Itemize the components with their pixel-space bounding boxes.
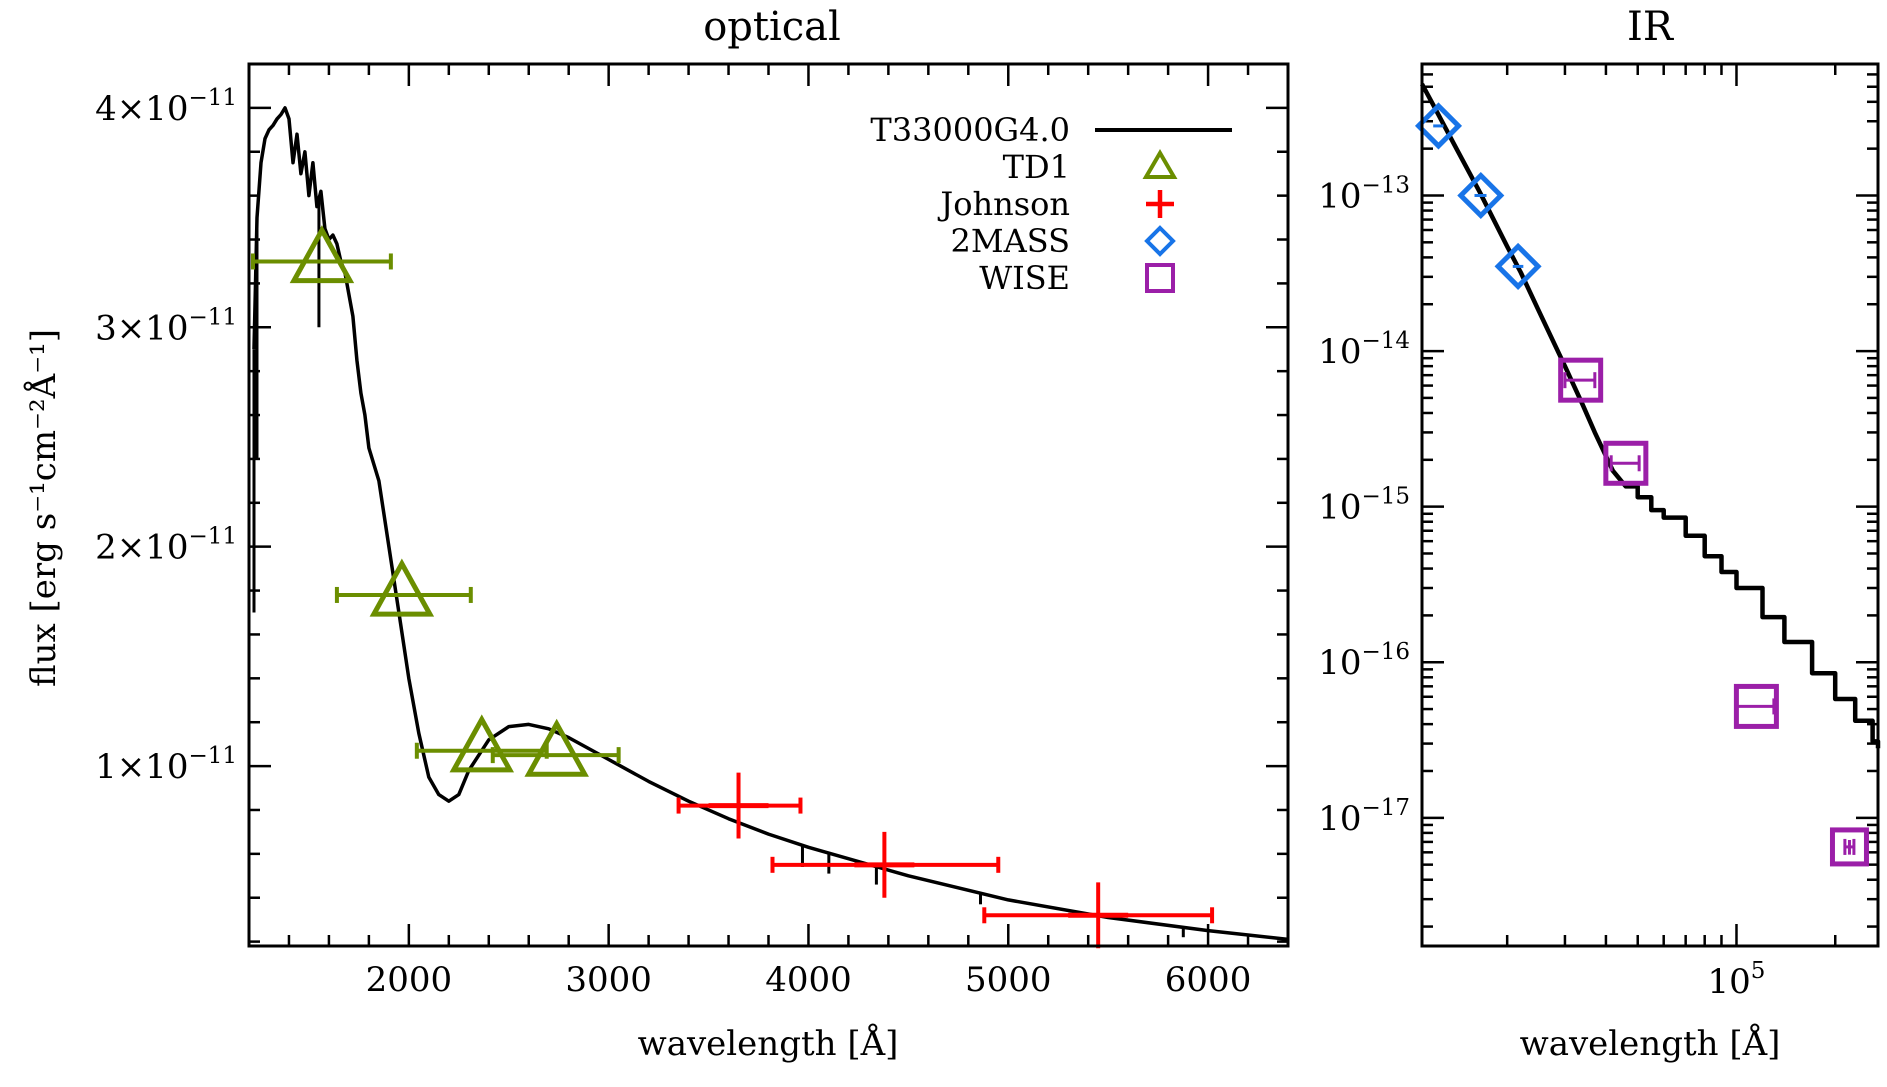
ir-y-tick-label-exponent: −13 (1361, 172, 1410, 198)
optical-panel: optical wavelength [Å] flux [erg s⁻¹cm⁻²… (23, 4, 1290, 1064)
ir-data-points (1414, 102, 1869, 867)
legend-triangle-swatch (1142, 149, 1178, 179)
legend-label: T33000G4.0 (870, 111, 1070, 149)
legend-diamond-swatch (1144, 225, 1176, 257)
td1-point (524, 718, 589, 777)
ir-title: IR (1627, 4, 1675, 50)
ir-y-tick-label: 10−15 (1318, 484, 1410, 528)
ir-y-tick-label-exponent: −17 (1361, 795, 1410, 821)
ir-model-spectrum-line (1420, 83, 1881, 749)
optical-x-tick-label: 6000 (1165, 960, 1252, 1000)
optical-y-tick-label-exponent: −11 (188, 85, 237, 111)
ir-y-tick-label: 10−14 (1318, 328, 1410, 372)
optical-y-axis-label: flux [erg s⁻¹cm⁻²Å⁻¹] (23, 329, 64, 687)
optical-y-tick-label-exponent: −11 (188, 743, 237, 769)
ir-plot-frame (1420, 62, 1880, 948)
optical-x-axis-label: wavelength [Å] (638, 1023, 899, 1064)
legend-label: WISE (979, 259, 1070, 297)
optical-y-tick-label: 1×10−11 (95, 743, 237, 787)
twomass-point (1457, 171, 1505, 220)
legend-label: 2MASS (950, 222, 1070, 260)
ir-y-tick-label-mantissa: 10 (1318, 488, 1361, 528)
ir-y-tick-label-exponent: −15 (1361, 484, 1410, 510)
td1-point (449, 714, 515, 773)
optical-y-tick-label-mantissa: 4×10 (95, 89, 188, 129)
ir-y-tick-label: 10−16 (1318, 639, 1410, 683)
optical-y-tick-label-exponent: −11 (188, 304, 237, 330)
legend-label: Johnson (937, 185, 1070, 223)
wise-point (1733, 683, 1779, 729)
ir-x-tick-label: 105 (1708, 958, 1766, 1002)
ir-panel: IR wavelength [Å] 10510−1310−1410−1510−1… (1318, 4, 1881, 1064)
optical-data-points (250, 225, 1215, 949)
optical-y-tick-label-exponent: −11 (188, 524, 237, 550)
td1-point (289, 225, 355, 284)
optical-model-curve (252, 106, 1289, 942)
optical-y-tick-label: 3×10−11 (95, 304, 237, 348)
ir-y-tick-label-exponent: −16 (1361, 639, 1410, 665)
ir-y-tick-label-mantissa: 10 (1318, 176, 1361, 216)
ir-model-curve (1420, 83, 1881, 749)
ir-y-tick-label-mantissa: 10 (1318, 799, 1361, 839)
optical-x-tick-label: 2000 (366, 960, 453, 1000)
optical-y-tick-label: 2×10−11 (95, 524, 237, 568)
optical-axis-ticks: 2000 3000 4000 5000 60001×10−112×10−113×10−1… (95, 62, 1290, 1000)
ir-y-tick-label: 10−13 (1318, 172, 1410, 216)
optical-title: optical (703, 4, 841, 50)
optical-y-tick-label: 4×10−11 (95, 85, 237, 129)
wise-point (1558, 357, 1604, 403)
twomass-point (1494, 242, 1542, 290)
td1-point (369, 558, 435, 617)
optical-y-tick-label-mantissa: 1×10 (95, 747, 188, 787)
optical-x-tick-label: 3000 (565, 960, 652, 1000)
optical-model-spectrum-line (252, 106, 1289, 942)
wise-point (1603, 440, 1649, 486)
ir-x-tick-label-exponent: 5 (1751, 958, 1766, 984)
wise-point (1829, 827, 1869, 867)
ir-y-tick-label-mantissa: 10 (1318, 332, 1361, 372)
optical-x-tick-label: 4000 (765, 960, 852, 1000)
ir-x-tick-label-mantissa: 10 (1708, 962, 1751, 1002)
optical-x-tick-label: 5000 (965, 960, 1052, 1000)
ir-y-tick-label-exponent: −14 (1361, 328, 1410, 354)
optical-y-tick-label-mantissa: 2×10 (95, 528, 188, 568)
twomass-point (1414, 102, 1463, 150)
legend-label: TD1 (1003, 148, 1070, 186)
ir-y-tick-label-mantissa: 10 (1318, 643, 1361, 683)
ir-y-tick-label: 10−17 (1318, 795, 1410, 839)
ir-x-axis-label: wavelength [Å] (1520, 1023, 1781, 1064)
optical-y-tick-label-mantissa: 3×10 (95, 308, 188, 348)
legend-plus-swatch (1146, 190, 1174, 218)
optical-plot-frame (247, 62, 1290, 948)
legend-square-swatch (1145, 263, 1175, 293)
